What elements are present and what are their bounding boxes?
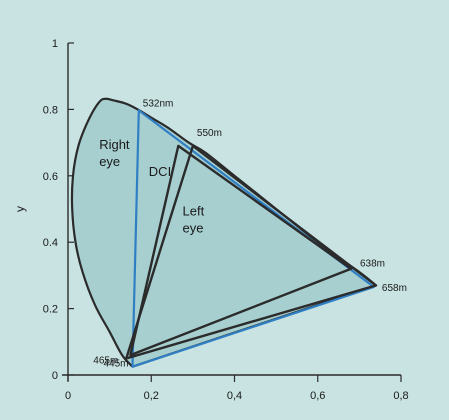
y-tick-label: 0 bbox=[52, 370, 58, 382]
region-label-right-eye: Right eye bbox=[99, 137, 130, 169]
x-tick-label: 0 bbox=[65, 390, 71, 402]
vertex-label-465m: 465m bbox=[93, 355, 118, 366]
vertex-label-532nm: 532nm bbox=[143, 98, 174, 109]
region-label-left-eye: Left eye bbox=[183, 204, 205, 236]
gamut-left-eye bbox=[125, 144, 378, 360]
vertex-label-445m: 445m bbox=[103, 359, 128, 370]
y-tick-label: 0.6 bbox=[43, 171, 58, 183]
y-axis-title: y bbox=[13, 206, 27, 212]
x-tick-label: 0,2 bbox=[144, 390, 159, 402]
y-axis-ticks: 0 0.2 0.4 0.6 0.8 1 bbox=[43, 38, 74, 382]
y-tick-label: 0.8 bbox=[43, 104, 58, 116]
x-tick-label: 0,4 bbox=[227, 390, 242, 402]
x-tick-label: 0,6 bbox=[310, 390, 325, 402]
x-tick-label: 0,8 bbox=[393, 390, 408, 402]
x-axis-ticks: 0 0,2 0,4 0,6 0,8 bbox=[65, 375, 409, 402]
y-tick-label: 0.2 bbox=[43, 304, 58, 316]
gamut-right-eye bbox=[131, 109, 375, 368]
gamut-dci bbox=[129, 144, 353, 357]
vertex-label-550m: 550m bbox=[197, 128, 222, 139]
vertex-label-658m: 658m bbox=[382, 283, 407, 294]
region-label-dci: DCI bbox=[149, 164, 171, 179]
vertex-label-638m: 638m bbox=[360, 258, 385, 269]
y-tick-label: 0.4 bbox=[43, 237, 58, 249]
y-tick-label: 1 bbox=[52, 38, 58, 50]
